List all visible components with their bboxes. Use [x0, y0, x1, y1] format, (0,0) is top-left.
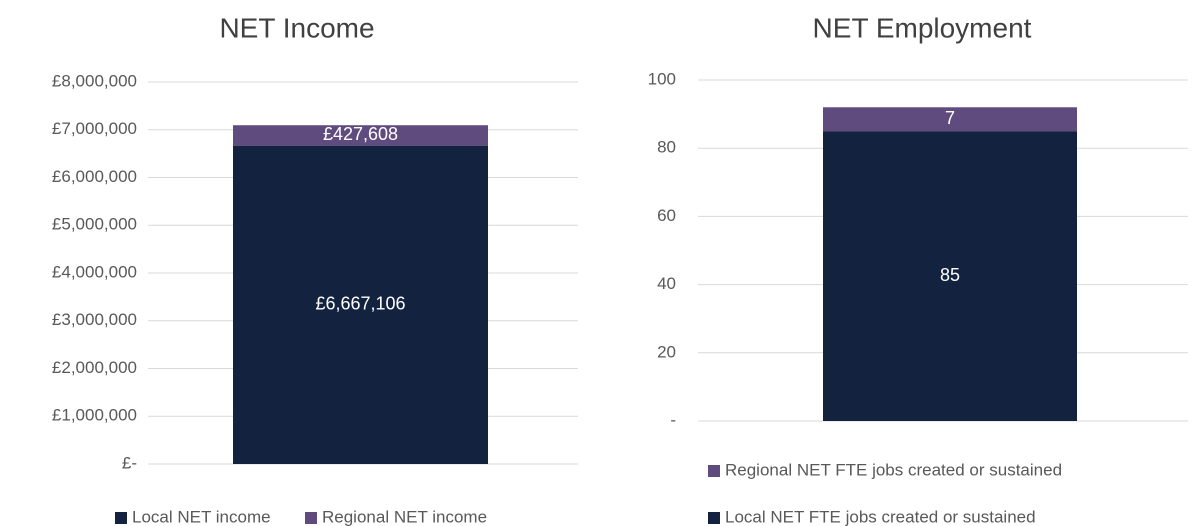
- legend-swatch: [708, 512, 720, 524]
- legend-label: Local NET FTE jobs created or sustained: [725, 507, 1036, 526]
- y-tick-label: £5,000,000: [52, 215, 137, 234]
- y-tick-label: £2,000,000: [52, 358, 137, 377]
- y-tick-label: £3,000,000: [52, 310, 137, 329]
- y-tick-label: £6,000,000: [52, 167, 137, 186]
- chart-title: NET Employment: [813, 12, 1032, 43]
- data-label: £6,667,106: [315, 294, 405, 314]
- legend-swatch: [708, 465, 720, 477]
- chart-title: NET Income: [219, 12, 374, 43]
- legend-label: Local NET income: [132, 507, 271, 526]
- bar-segment: [823, 107, 1077, 132]
- y-tick-label: 100: [648, 69, 676, 88]
- y-tick-label: £1,000,000: [52, 406, 137, 425]
- y-tick-label: 60: [657, 206, 676, 225]
- legend-swatch: [115, 512, 127, 524]
- y-tick-label: 20: [657, 342, 676, 361]
- y-tick-label: £7,000,000: [52, 119, 137, 138]
- bar-segment: [233, 125, 488, 146]
- data-label: 85: [940, 265, 960, 285]
- y-tick-label: 40: [657, 274, 676, 293]
- legend-swatch: [305, 512, 317, 524]
- y-tick-label: 80: [657, 138, 676, 157]
- bar-segment: [233, 145, 488, 464]
- bar-segment: [823, 131, 1077, 421]
- legend-label: Regional NET income: [322, 507, 487, 526]
- data-label: £427,608: [323, 124, 398, 144]
- y-tick-label: -: [670, 410, 676, 429]
- y-tick-label: £8,000,000: [52, 71, 137, 90]
- legend-label: Regional NET FTE jobs created or sustain…: [725, 460, 1062, 479]
- data-label: 7: [945, 108, 955, 128]
- y-tick-label: £-: [122, 453, 137, 472]
- y-tick-label: £4,000,000: [52, 262, 137, 281]
